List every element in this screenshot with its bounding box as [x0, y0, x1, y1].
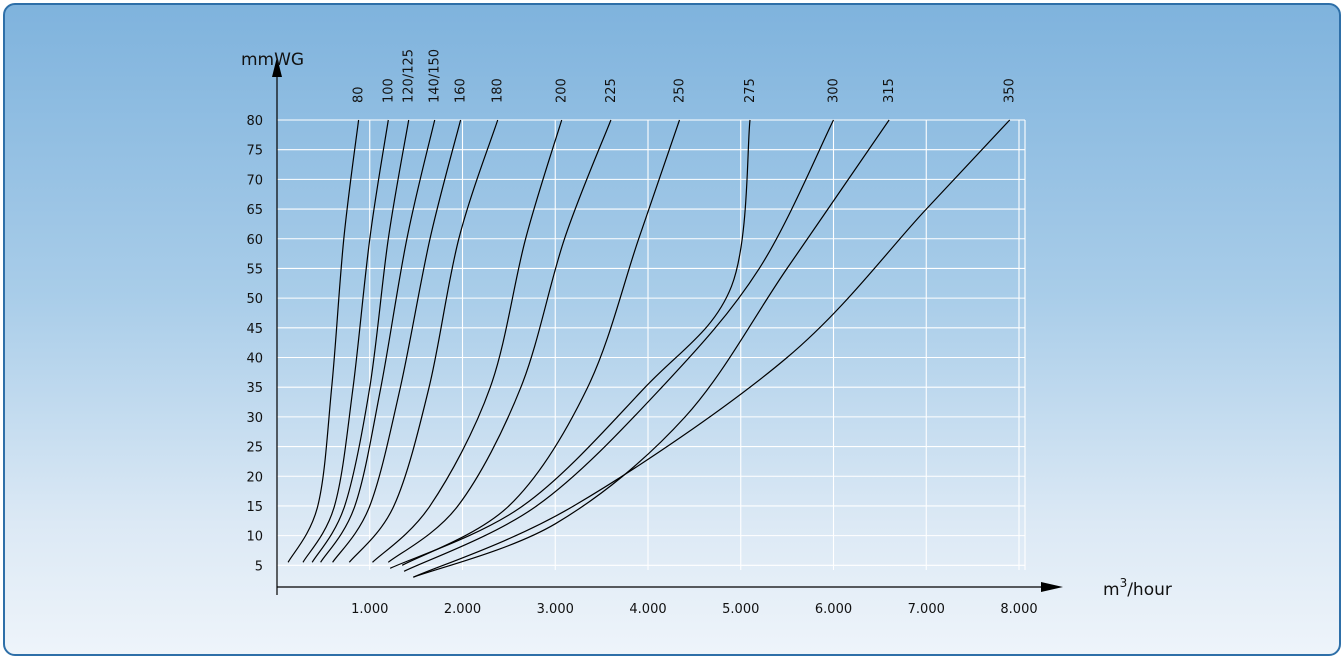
series-curve-180: [348, 119, 499, 563]
x-tick-label: 2.000: [444, 602, 481, 617]
y-tick-label: 40: [246, 352, 263, 367]
x-axis-arrow: [1041, 582, 1063, 592]
y-tick-label: 50: [246, 292, 263, 307]
x-tick-label: 5.000: [722, 602, 759, 617]
y-tick-label: 10: [246, 530, 263, 545]
series-label-275: 275: [743, 78, 758, 103]
series-label-80: 80: [352, 86, 367, 103]
y-tick-label: 55: [246, 262, 263, 277]
grid: [277, 119, 1026, 570]
axes: [272, 57, 1063, 595]
series-label-350: 350: [1003, 78, 1018, 103]
x-tick-label: 1.000: [351, 602, 388, 617]
x-tick-label: 8.000: [1000, 602, 1037, 617]
x-tick-label: 4.000: [629, 602, 666, 617]
series-curve-300: [403, 119, 835, 572]
y-tick-label: 25: [246, 441, 263, 456]
series-label-315: 315: [882, 78, 897, 103]
y-tick-label: 75: [246, 144, 263, 159]
y-tick-label: 15: [246, 500, 263, 515]
y-tick-label: 30: [246, 411, 263, 426]
series-curve-160: [332, 119, 462, 563]
y-tick-label: 80: [246, 114, 263, 129]
y-axis-label: mmWG: [241, 50, 304, 70]
chart-panel: 5 10 15 20 25 30 35 40 45 50 55 60 65 70 75 80 1.000 2.00…: [3, 3, 1341, 656]
series-label-140-150: 140/150: [428, 49, 443, 103]
y-tick-label: 65: [246, 203, 263, 218]
x-tick-label: 6.000: [815, 602, 852, 617]
series-curve-100: [302, 119, 389, 563]
series-label-160: 160: [454, 78, 469, 103]
series-labels: 80 100 120/125 140/150 160 180 200 225 250 275 300…: [352, 49, 1018, 103]
series-label-300: 300: [827, 78, 842, 103]
x-tick-label: 3.000: [537, 602, 574, 617]
series-label-225: 225: [604, 78, 619, 103]
series-curve-120-125: [311, 119, 410, 563]
y-tick-label: 5: [255, 559, 263, 574]
series-curve-315: [413, 119, 890, 578]
y-tick-label: 60: [246, 233, 263, 248]
series-label-250: 250: [673, 78, 688, 103]
series-curve-140-150: [320, 119, 436, 563]
y-axis-arrow: [272, 57, 282, 77]
y-tick-label: 70: [246, 173, 263, 188]
series-curve-250: [401, 119, 681, 566]
series-label-120-125: 120/125: [402, 49, 417, 103]
series-curve-275: [389, 119, 751, 569]
y-tick-label: 20: [246, 470, 263, 485]
x-tick-label: 7.000: [908, 602, 945, 617]
tick-labels: 5 10 15 20 25 30 35 40 45 50 55 60 65 70 75 80 1.000 2.00…: [246, 114, 1037, 617]
series-curve-225: [387, 119, 612, 563]
x-axis-label: m3/hour: [1103, 576, 1172, 600]
series-label-200: 200: [555, 78, 570, 103]
series-curve-200: [372, 119, 563, 563]
pressure-flow-chart: 5 10 15 20 25 30 35 40 45 50 55 60 65 70 75 80 1.000 2.00…: [241, 49, 1172, 617]
series-label-100: 100: [381, 78, 396, 103]
y-tick-label: 45: [246, 322, 263, 337]
series-curves: [287, 119, 1011, 578]
series-curve-350: [413, 119, 1011, 578]
series-label-180: 180: [491, 78, 506, 103]
y-tick-label: 35: [246, 381, 263, 396]
series-curve-80: [287, 119, 360, 563]
